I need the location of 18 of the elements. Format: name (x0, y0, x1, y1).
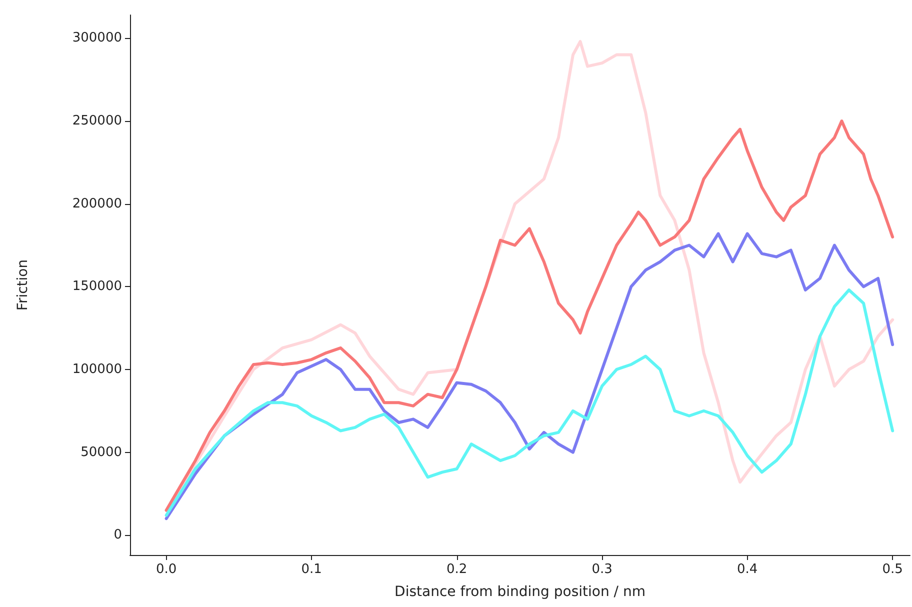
x-tick-label: 0.4 (736, 562, 758, 577)
line-series (164, 120, 894, 512)
y-tick-label: 300000 (72, 30, 122, 46)
y-tick-label: 150000 (72, 279, 122, 294)
x-tick-label: 0.5 (882, 562, 903, 577)
x-axis-title: Distance from binding position / nm (394, 584, 646, 600)
x-tick-label: 0.1 (301, 562, 322, 577)
y-axis-title: Friction (15, 259, 31, 311)
y-tick-label: 200000 (72, 196, 122, 212)
line-series (164, 288, 894, 517)
x-tick-label: 0.2 (446, 562, 468, 577)
y-tick-label: 50000 (80, 444, 122, 460)
line-series (164, 232, 894, 520)
y-tick-label: 250000 (72, 114, 122, 129)
y-tick-label: 0 (114, 528, 122, 543)
x-tick-label: 0.3 (592, 562, 612, 577)
x-tick-label: 0.0 (156, 562, 177, 577)
y-tick-label: 100000 (72, 362, 122, 377)
